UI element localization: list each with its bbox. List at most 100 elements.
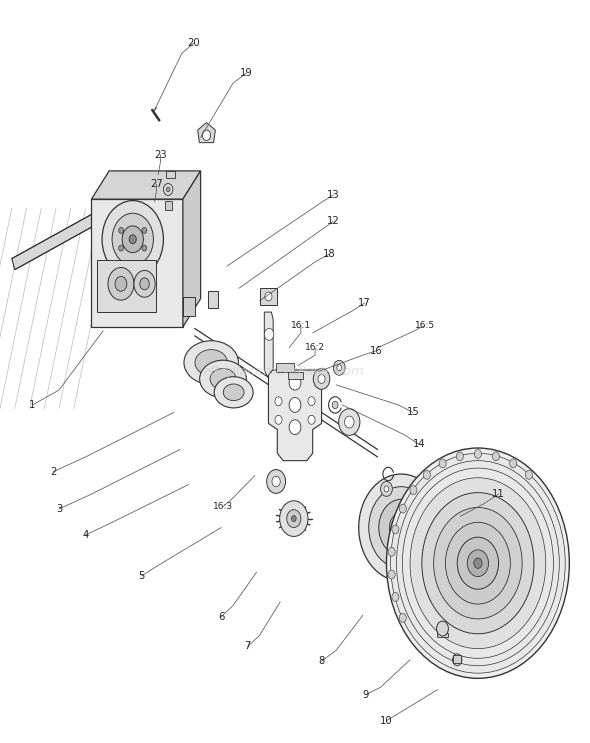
Text: 9: 9 <box>363 690 369 700</box>
Text: 16:2: 16:2 <box>305 343 325 352</box>
Circle shape <box>134 270 155 297</box>
Circle shape <box>289 398 301 412</box>
Ellipse shape <box>199 360 247 398</box>
Circle shape <box>129 235 136 244</box>
Text: 3: 3 <box>56 504 62 514</box>
Text: 16:5: 16:5 <box>415 321 435 330</box>
Text: 13: 13 <box>327 189 340 200</box>
Polygon shape <box>437 633 448 637</box>
Circle shape <box>410 486 417 495</box>
Bar <box>208 291 218 308</box>
Circle shape <box>163 184 173 195</box>
Circle shape <box>289 375 301 390</box>
Text: 16:1: 16:1 <box>291 321 311 330</box>
Ellipse shape <box>214 377 253 408</box>
Bar <box>260 288 277 305</box>
Ellipse shape <box>210 369 236 389</box>
Circle shape <box>392 592 399 601</box>
Bar <box>276 363 294 372</box>
Text: 4: 4 <box>83 530 88 540</box>
Circle shape <box>474 558 482 568</box>
Text: 7: 7 <box>245 641 251 652</box>
Text: 16:3: 16:3 <box>213 502 233 511</box>
Circle shape <box>422 493 534 634</box>
Circle shape <box>308 397 315 406</box>
Circle shape <box>166 187 170 192</box>
Circle shape <box>119 245 123 251</box>
Bar <box>288 372 303 379</box>
Circle shape <box>275 397 282 406</box>
Circle shape <box>467 550 489 577</box>
Circle shape <box>112 213 153 265</box>
Circle shape <box>332 401 338 409</box>
Circle shape <box>439 459 446 468</box>
Circle shape <box>493 452 500 461</box>
Text: 2: 2 <box>50 467 56 477</box>
Circle shape <box>272 476 280 487</box>
Bar <box>453 655 461 663</box>
Circle shape <box>119 227 123 233</box>
Circle shape <box>437 621 448 636</box>
Circle shape <box>399 504 407 513</box>
Circle shape <box>275 415 282 424</box>
Circle shape <box>140 278 149 290</box>
Circle shape <box>392 525 399 534</box>
Circle shape <box>313 369 330 389</box>
Polygon shape <box>12 193 133 270</box>
Circle shape <box>115 276 127 291</box>
Circle shape <box>318 374 325 383</box>
Polygon shape <box>198 123 215 143</box>
Circle shape <box>142 227 147 233</box>
Text: 15: 15 <box>407 407 419 418</box>
Text: 12: 12 <box>327 216 340 227</box>
Bar <box>97 260 156 312</box>
Circle shape <box>389 513 413 542</box>
Polygon shape <box>91 199 183 327</box>
Text: 20: 20 <box>187 38 200 48</box>
Circle shape <box>267 470 286 493</box>
Bar <box>166 171 175 178</box>
Circle shape <box>202 130 211 140</box>
Bar <box>165 201 172 210</box>
Circle shape <box>339 409 360 435</box>
Circle shape <box>424 470 431 479</box>
Text: 18: 18 <box>323 249 336 259</box>
Text: 23: 23 <box>154 149 167 160</box>
Circle shape <box>410 478 546 649</box>
Circle shape <box>457 537 499 589</box>
Bar <box>183 297 195 316</box>
Circle shape <box>265 292 272 301</box>
Circle shape <box>386 448 569 678</box>
Circle shape <box>291 516 296 522</box>
Circle shape <box>445 522 510 604</box>
Circle shape <box>287 510 301 528</box>
Circle shape <box>474 450 481 458</box>
Text: 10: 10 <box>380 716 393 726</box>
Circle shape <box>388 548 395 557</box>
Ellipse shape <box>184 341 238 384</box>
Ellipse shape <box>223 384 244 400</box>
Polygon shape <box>183 171 201 327</box>
Circle shape <box>388 570 395 579</box>
Circle shape <box>379 499 424 556</box>
Circle shape <box>399 614 407 623</box>
Circle shape <box>308 415 315 424</box>
Circle shape <box>289 420 301 435</box>
Circle shape <box>434 507 522 619</box>
Circle shape <box>333 360 345 375</box>
Text: 17: 17 <box>358 298 371 308</box>
Text: 5: 5 <box>139 571 145 581</box>
Polygon shape <box>268 370 322 461</box>
Text: 8: 8 <box>319 656 324 666</box>
Text: 14: 14 <box>412 439 425 450</box>
Circle shape <box>345 416 354 428</box>
Circle shape <box>384 486 389 492</box>
Circle shape <box>369 487 434 568</box>
Polygon shape <box>264 312 273 379</box>
Circle shape <box>396 522 406 533</box>
Text: 19: 19 <box>240 68 253 78</box>
Circle shape <box>453 654 462 666</box>
Circle shape <box>525 470 532 479</box>
Text: 27: 27 <box>150 179 163 189</box>
Circle shape <box>510 459 517 468</box>
